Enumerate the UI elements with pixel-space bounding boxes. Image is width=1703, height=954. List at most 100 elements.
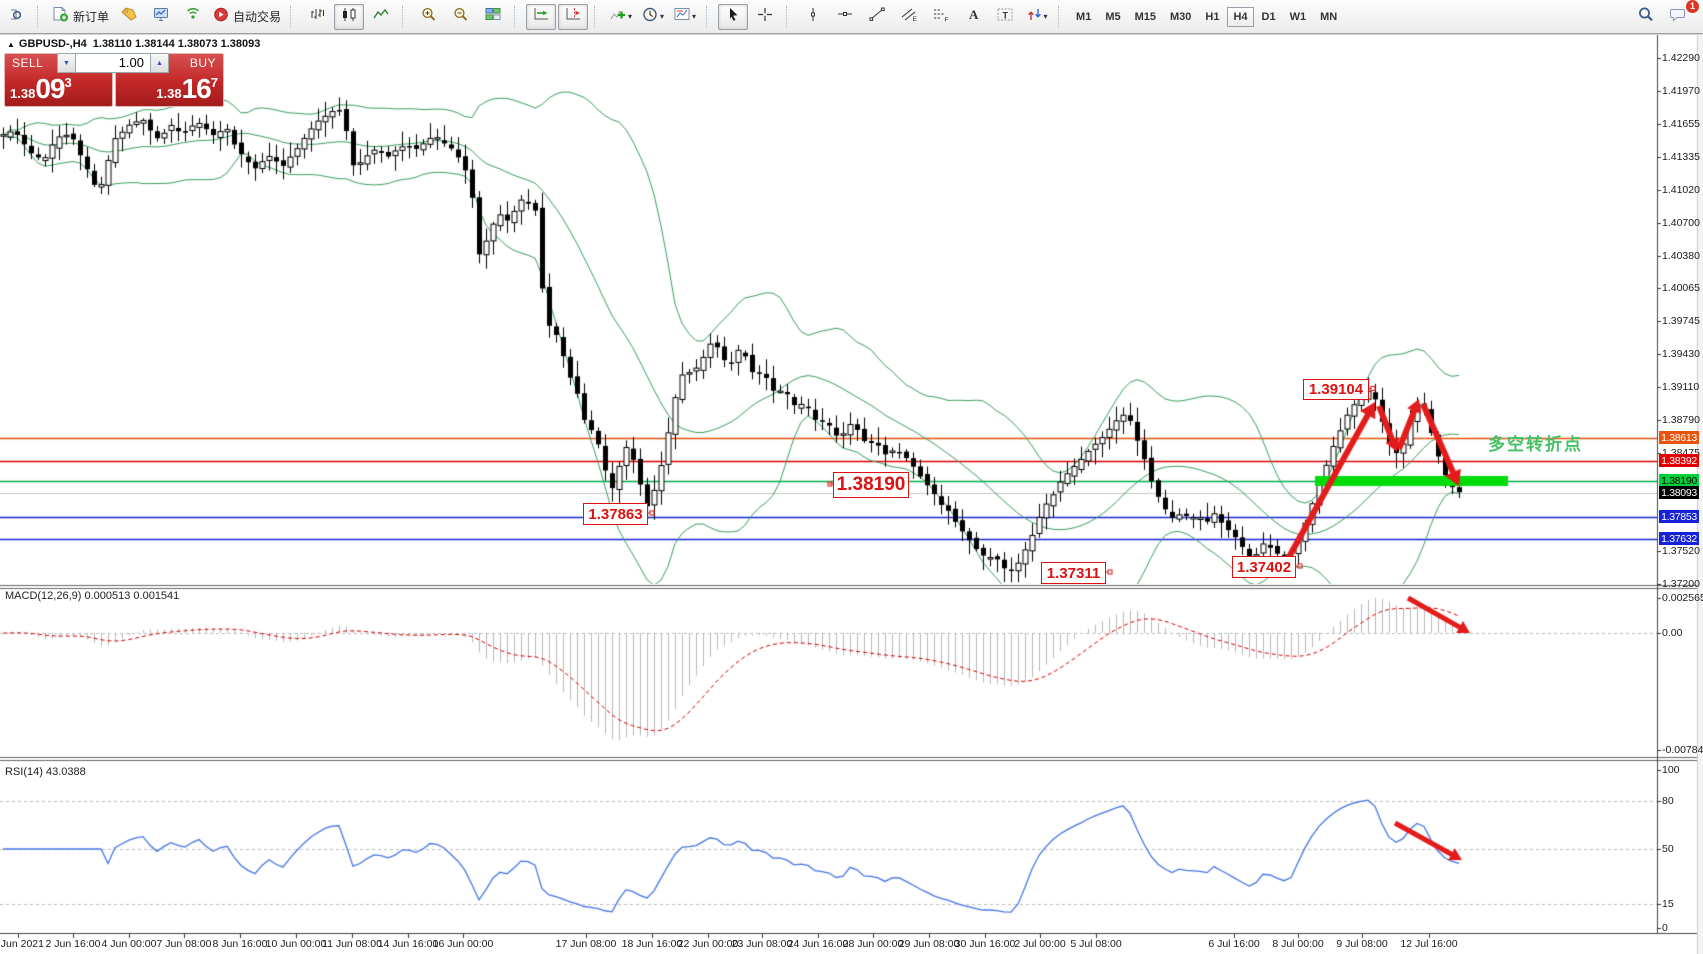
zoom-out-button[interactable] — [446, 4, 476, 30]
fibonacci-button[interactable]: F — [926, 4, 956, 30]
timeframe-mn-button[interactable]: MN — [1320, 10, 1338, 23]
price-axis-tick: 1.42290 — [1662, 52, 1700, 64]
search-button[interactable] — [1631, 4, 1661, 30]
sell-price-small: 1.38 — [10, 86, 36, 101]
timeframe-m15-button[interactable]: M15 — [1134, 10, 1156, 23]
market-watch-button[interactable] — [146, 4, 176, 30]
price-level-label: 1.38093 — [1659, 486, 1699, 499]
volume-increase-button[interactable]: ▲ — [150, 53, 169, 73]
chart-profiles-button[interactable] — [114, 4, 144, 30]
toolbar-separator — [290, 5, 297, 28]
buy-button[interactable]: BUY 1.38167 — [115, 53, 224, 107]
time-axis-label: 8 Jul 00:00 — [1272, 938, 1324, 950]
sell-price: 1.38093 — [10, 73, 72, 105]
sell-price-big: 09 — [35, 73, 65, 104]
arrows-icon — [1027, 7, 1042, 27]
indicators-button[interactable]: ▾ — [606, 4, 636, 30]
price-axis-tick: 1.41020 — [1662, 184, 1700, 196]
chat-icon — [1669, 7, 1687, 27]
autotrading-button[interactable]: 自动交易 — [210, 4, 284, 30]
tile-windows-button[interactable] — [478, 4, 508, 30]
volume-field[interactable]: 1.00 — [76, 53, 150, 73]
horizontal-line-button[interactable] — [830, 4, 860, 30]
bar-chart-button[interactable] — [302, 4, 332, 30]
price-axis-tick: 1.38790 — [1662, 414, 1700, 426]
symbol-search-button[interactable] — [1, 4, 31, 30]
turning-point-annotation[interactable]: 多空转折点 — [1488, 435, 1583, 454]
timeframe-m30-button[interactable]: M30 — [1170, 10, 1192, 23]
timeframe-w1-button[interactable]: W1 — [1289, 10, 1307, 23]
time-axis-label: 8 Jun 16:00 — [212, 938, 268, 950]
price-axis-tick: 1.40380 — [1662, 250, 1700, 262]
market-watch-icon — [153, 7, 169, 27]
new-order-button[interactable]: 新订单 — [49, 4, 112, 30]
price-tag-annotation[interactable]: 1.37311 — [1041, 562, 1106, 584]
time-axis-label: 6 Jul 16:00 — [1208, 938, 1260, 950]
chart-shift-button[interactable] — [558, 3, 589, 30]
time-axis-label: 10 Jun 00:00 — [265, 938, 327, 950]
chart-shift-icon — [565, 7, 582, 26]
chat-button[interactable]: 1 — [1663, 0, 1699, 30]
equidistant-channel-button[interactable]: E — [894, 4, 924, 30]
rsi-axis-tick: 100 — [1662, 764, 1680, 776]
chevron-down-icon: ▾ — [660, 12, 665, 21]
timeframe-m1-button[interactable]: M1 — [1076, 10, 1092, 23]
price-axis-tick: 1.41655 — [1662, 118, 1700, 130]
buy-price-small: 1.38 — [156, 86, 182, 101]
timeframe-h1-button[interactable]: H1 — [1205, 10, 1220, 23]
templates-button[interactable]: ▾ — [670, 4, 700, 30]
autotrading-button — [213, 7, 229, 27]
vertical-line-button[interactable] — [798, 4, 828, 30]
collapse-triangle-icon[interactable]: ▲ — [7, 40, 15, 49]
toolbar-separator — [37, 5, 44, 28]
time-axis-label: 22 Jun 00:00 — [677, 938, 739, 950]
svg-text:T: T — [1002, 10, 1008, 20]
price-tag-annotation[interactable]: 1.37863 — [583, 503, 648, 525]
trendline-button[interactable] — [862, 4, 892, 30]
symbol-period: GBPUSD-,H4 — [18, 38, 87, 50]
time-axis-label: 18 Jun 16:00 — [621, 938, 683, 950]
auto-scroll-button[interactable] — [526, 3, 557, 30]
price-tag-annotation[interactable]: 1.39104 — [1303, 379, 1369, 400]
time-axis-label: 12 Jul 16:00 — [1400, 938, 1458, 950]
svg-text:F: F — [944, 16, 948, 22]
cursor-icon — [726, 7, 740, 27]
volume-decrease-button[interactable]: ▼ — [57, 53, 76, 73]
horizontal-line-icon — [837, 7, 853, 26]
arrows-button[interactable]: ▾ — [1022, 4, 1052, 30]
periods-button[interactable]: ▾ — [638, 4, 668, 30]
price-axis-tick: 1.41970 — [1662, 85, 1700, 97]
text-button[interactable]: A — [958, 4, 988, 30]
search-icon — [1638, 7, 1654, 27]
price-level-label: 1.37632 — [1659, 532, 1699, 545]
equidistant-channel-icon: E — [901, 7, 918, 27]
macd-axis-tick: -0.007847 — [1662, 744, 1703, 756]
time-axis-label: 7 Jun 08:00 — [156, 938, 212, 950]
macd-indicator-label: MACD(12,26,9) 0.000513 0.001541 — [5, 590, 180, 602]
new-order-button — [52, 6, 69, 27]
text-label-button[interactable]: T — [990, 4, 1020, 30]
line-chart-button[interactable] — [366, 4, 396, 30]
sell-label: SELL — [12, 56, 44, 70]
rsi-indicator-label: RSI(14) 43.0388 — [5, 766, 86, 778]
price-axis-tick: 1.39745 — [1662, 315, 1700, 327]
zoom-in-button[interactable] — [414, 4, 444, 30]
timeframe-d1-button[interactable]: D1 — [1261, 10, 1276, 23]
zoom-in-icon — [421, 7, 437, 27]
templates-icon — [674, 7, 690, 26]
signals-button[interactable] — [178, 4, 208, 30]
volume-spinner: ▼ 1.00 ▲ — [57, 53, 169, 73]
time-axis-label: 14 Jun 16:00 — [377, 938, 439, 950]
candlestick-chart-button[interactable] — [334, 3, 365, 30]
rsi-axis-tick: 15 — [1662, 898, 1674, 910]
timeframe-m5-button[interactable]: M5 — [1105, 10, 1121, 23]
crosshair-button[interactable] — [750, 4, 780, 30]
toolbar-separator — [706, 5, 713, 28]
chat-badge: 1 — [1686, 0, 1699, 13]
price-tag-annotation[interactable]: 1.38190 — [833, 472, 909, 498]
price-tag-annotation[interactable]: 1.37402 — [1232, 556, 1296, 578]
timeframe-h4-button[interactable]: H4 — [1227, 6, 1254, 27]
toolbar-separator — [402, 5, 409, 28]
cursor-button[interactable] — [718, 3, 749, 30]
buy-label: BUY — [189, 56, 216, 70]
